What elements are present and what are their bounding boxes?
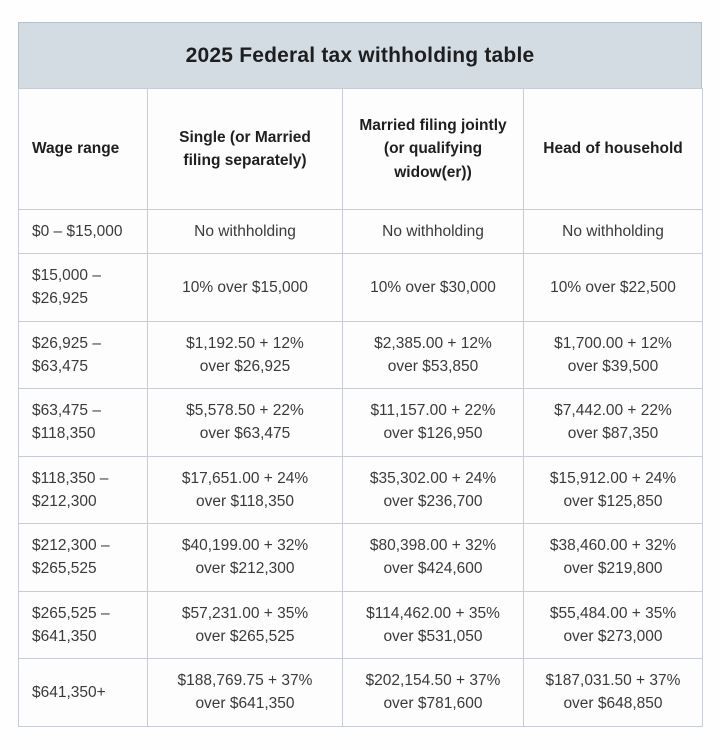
married-jointly-rate-cell: $35,302.00 + 24% over $236,700 — [342, 455, 524, 524]
table-title-bar: 2025 Federal tax withholding table — [18, 22, 702, 88]
head-of-household-rate-cell: $38,460.00 + 32% over $219,800 — [523, 523, 703, 592]
head-of-household-rate-cell: No withholding — [523, 208, 703, 255]
single-rate-cell: $5,578.50 + 22% over $63,475 — [147, 388, 343, 457]
table-row: $26,925 – $63,475 $1,192.50 + 12% over $… — [18, 320, 703, 389]
single-rate-cell: $1,192.50 + 12% over $26,925 — [147, 320, 343, 389]
withholding-table: Wage range Single (or Married filing sep… — [18, 88, 703, 727]
table-row: $212,300 – $265,525 $40,199.00 + 32% ove… — [18, 523, 703, 592]
table-row: $0 – $15,000 No withholding No withholdi… — [18, 208, 703, 255]
wage-range-cell: $118,350 – $212,300 — [18, 455, 148, 524]
head-of-household-rate-cell: $15,912.00 + 24% over $125,850 — [523, 455, 703, 524]
head-of-household-rate-cell: $1,700.00 + 12% over $39,500 — [523, 320, 703, 389]
table-header-row: Wage range Single (or Married filing sep… — [18, 88, 703, 210]
head-of-household-rate-cell: $7,442.00 + 22% over $87,350 — [523, 388, 703, 457]
column-header-single: Single (or Married filing separately) — [147, 88, 343, 210]
married-jointly-rate-cell: $114,462.00 + 35% over $531,050 — [342, 590, 524, 659]
head-of-household-rate-cell: $187,031.50 + 37% over $648,850 — [523, 658, 703, 727]
single-rate-cell: $17,651.00 + 24% over $118,350 — [147, 455, 343, 524]
wage-range-cell: $26,925 – $63,475 — [18, 320, 148, 389]
wage-range-cell: $63,475 – $118,350 — [18, 388, 148, 457]
wage-range-cell: $641,350+ — [18, 658, 148, 727]
table-row: $641,350+ $188,769.75 + 37% over $641,35… — [18, 658, 703, 727]
wage-range-cell: $212,300 – $265,525 — [18, 523, 148, 592]
married-jointly-rate-cell: No withholding — [342, 208, 524, 255]
tax-table: 2025 Federal tax withholding table Wage … — [18, 22, 703, 727]
married-jointly-rate-cell: $202,154.50 + 37% over $781,600 — [342, 658, 524, 727]
wage-range-cell: $0 – $15,000 — [18, 208, 148, 255]
table-row: $118,350 – $212,300 $17,651.00 + 24% ove… — [18, 455, 703, 524]
married-jointly-rate-cell: $11,157.00 + 22% over $126,950 — [342, 388, 524, 457]
table-row: $63,475 – $118,350 $5,578.50 + 22% over … — [18, 388, 703, 457]
single-rate-cell: 10% over $15,000 — [147, 253, 343, 322]
married-jointly-rate-cell: 10% over $30,000 — [342, 253, 524, 322]
column-header-married-jointly: Married filing jointly (or qualifying wi… — [342, 88, 524, 210]
wage-range-cell: $15,000 – $26,925 — [18, 253, 148, 322]
single-rate-cell: $40,199.00 + 32% over $212,300 — [147, 523, 343, 592]
married-jointly-rate-cell: $80,398.00 + 32% over $424,600 — [342, 523, 524, 592]
page-title: 2025 Federal tax withholding table — [185, 43, 535, 67]
table-row: $265,525 – $641,350 $57,231.00 + 35% ove… — [18, 590, 703, 659]
table-row: $15,000 – $26,925 10% over $15,000 10% o… — [18, 253, 703, 322]
single-rate-cell: $57,231.00 + 35% over $265,525 — [147, 590, 343, 659]
single-rate-cell: No withholding — [147, 208, 343, 255]
head-of-household-rate-cell: $55,484.00 + 35% over $273,000 — [523, 590, 703, 659]
column-header-wage-range: Wage range — [18, 88, 148, 210]
wage-range-cell: $265,525 – $641,350 — [18, 590, 148, 659]
head-of-household-rate-cell: 10% over $22,500 — [523, 253, 703, 322]
single-rate-cell: $188,769.75 + 37% over $641,350 — [147, 658, 343, 727]
column-header-head-of-household: Head of household — [523, 88, 703, 210]
married-jointly-rate-cell: $2,385.00 + 12% over $53,850 — [342, 320, 524, 389]
